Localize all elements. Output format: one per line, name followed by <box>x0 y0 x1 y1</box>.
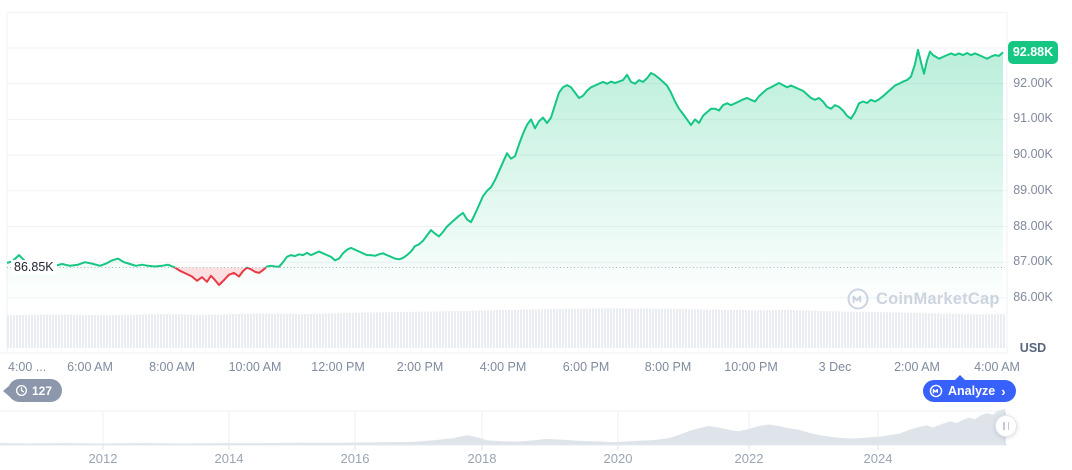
x-axis-label: 4:00 ... <box>8 360 47 374</box>
x-axis-label: 12:00 PM <box>311 360 365 374</box>
history-clock-icon <box>15 384 28 397</box>
navigator-year-label: 2022 <box>734 451 764 466</box>
y-axis-label: 92.00K <box>1013 75 1053 90</box>
x-axis-label: 2:00 PM <box>396 360 444 374</box>
x-axis-label: 10:00 AM <box>228 360 282 374</box>
x-axis-label: 10:00 PM <box>724 360 778 374</box>
analyze-tooltip-tail <box>954 375 966 381</box>
navigator-year-label: 2020 <box>603 451 633 466</box>
y-axis-label: 87.00K <box>1013 254 1053 269</box>
navigator-year-label: 2024 <box>863 451 893 466</box>
analyze-label: Analyze <box>948 384 996 398</box>
navigator-year-label: 2012 <box>88 451 118 466</box>
x-axis-label: 2:00 AM <box>894 360 940 374</box>
analyze-button[interactable]: Analyze › <box>923 375 1016 402</box>
open-price-label: 86.85K <box>11 259 57 274</box>
navigator-year-label: 2014 <box>214 451 244 466</box>
history-count-badge[interactable]: 127 <box>8 379 63 402</box>
y-axis-label: 86.00K <box>1013 289 1053 304</box>
x-axis-label: 8:00 PM <box>644 360 692 374</box>
history-count: 127 <box>32 383 53 398</box>
y-axis-label: 89.00K <box>1013 182 1053 197</box>
x-axis-label: 3 Dec <box>818 360 852 374</box>
y-axis-label: 91.00K <box>1013 111 1053 126</box>
coinmarketcap-logo-icon <box>929 384 943 398</box>
navigator-year-label: 2018 <box>467 451 497 466</box>
navigator-handle[interactable] <box>995 415 1017 437</box>
x-axis-label: 8:00 AM <box>149 360 195 374</box>
current-price-badge: 92.88K <box>1008 40 1058 64</box>
navigator-year-label: 2016 <box>340 451 370 466</box>
x-axis-label: 6:00 AM <box>67 360 113 374</box>
currency-label: USD <box>1019 341 1047 355</box>
y-axis-label: 88.00K <box>1013 218 1053 233</box>
chevron-right-icon: › <box>1001 383 1006 399</box>
x-axis-label: 4:00 AM <box>974 360 1020 374</box>
y-axis-label: 90.00K <box>1013 147 1053 162</box>
volume-bars <box>7 308 1005 348</box>
x-axis-label: 6:00 PM <box>562 360 610 374</box>
x-axis-label: 4:00 PM <box>479 360 527 374</box>
